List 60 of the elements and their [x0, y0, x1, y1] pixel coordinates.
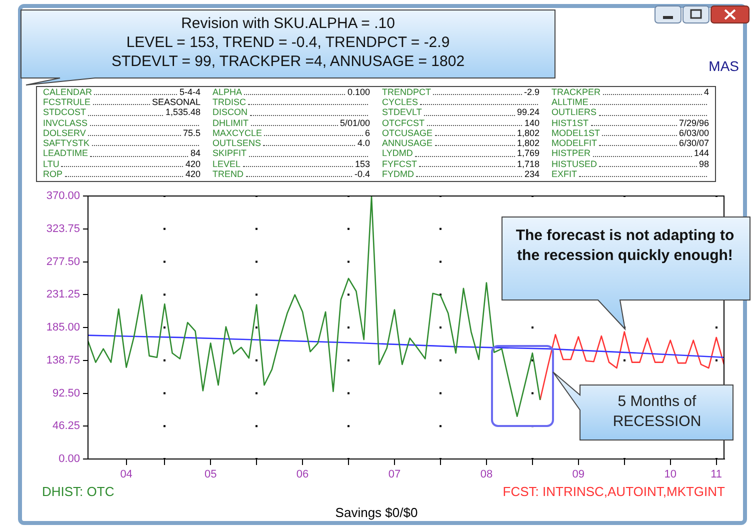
- y-tick-label: 231.25: [46, 288, 80, 301]
- text: TRACKPER 4: [552, 87, 709, 97]
- text: HISTUSED 98: [552, 158, 709, 169]
- text: CYCLES: [382, 97, 418, 108]
- x-tick-label: 11: [710, 468, 722, 481]
- x-tick-label: 07: [388, 468, 401, 481]
- x-tick-label: 04: [120, 468, 132, 481]
- text: SKIPFIT: [212, 148, 247, 160]
- y-tick-label: 323.75: [46, 222, 80, 235]
- text: STDEVLT 99.24: [382, 107, 540, 118]
- text: TRENDPCT -2.9: [382, 87, 540, 97]
- text: FYDMD 234: [382, 168, 540, 179]
- text: DISCON: [212, 107, 248, 119]
- text: FCSTRULE SEASONAL: [43, 97, 200, 108]
- text: DOLSERV 75.5: [43, 128, 200, 138]
- text: DHLIMIT 5/01/00: [212, 118, 370, 128]
- text: FYFCST 1,718: [382, 158, 540, 169]
- x-tick-label: 10: [664, 468, 676, 481]
- text: ALLTIME: [552, 97, 588, 108]
- y-tick-label: 92.50: [52, 387, 80, 400]
- text: TREND -0.4: [212, 168, 370, 179]
- y-tick-label: 277.50: [46, 256, 80, 268]
- text: ROP 420: [43, 168, 200, 179]
- x-tick-label: 05: [204, 468, 217, 481]
- text: INVCLASS: [43, 118, 88, 129]
- text: HIST1ST 7/29/96: [552, 118, 709, 128]
- text: EXFIT: [552, 168, 578, 180]
- text: STDCOST 1,535.48: [43, 107, 200, 118]
- text: LTU 420: [43, 158, 200, 169]
- text: MAXCYCLE 6: [212, 128, 370, 138]
- text: MODEL1ST 6/03/00: [552, 128, 709, 138]
- text: ANNUSAGE 1,802: [382, 138, 540, 148]
- text: DHIST: OTC: [42, 484, 114, 499]
- annotation: The forecast is not adapting to the recession quickly enough!: [514, 226, 736, 266]
- text: HISTPER 144: [552, 148, 709, 158]
- x-axis-title: Savings $0/$0: [334, 505, 419, 520]
- y-tick-label: 138.75: [46, 354, 80, 366]
- x-tick-label: 09: [572, 468, 585, 481]
- text: Revision with SKU.ALPHA = .10 LEVEL = 153, TREND = -0.4, TRENDPCT = -2.9 STDEVLT = 99, TRACKPER =4, ANNUSAGE = 1802: [110, 14, 466, 71]
- x-tick-label: 06: [296, 468, 309, 481]
- text: ALPHA 0.100: [212, 87, 370, 97]
- text: MODELFIT 6/30/07: [552, 138, 709, 148]
- text: CALENDAR 5-4-4: [43, 87, 200, 97]
- y-tick-label: 0.00: [58, 453, 80, 466]
- text: OTCFCST 140: [382, 118, 540, 128]
- text: SAFTYSTK: [43, 138, 90, 150]
- text: LEADTIME 84: [43, 148, 200, 158]
- text: LEVEL 153: [212, 158, 370, 169]
- text: OUTLSENS 4.0: [212, 138, 370, 148]
- text: OUTLIERS: [552, 107, 597, 119]
- text: OTCUSAGE 1,802: [382, 128, 540, 138]
- y-tick-label: 46.25: [52, 420, 80, 432]
- text: LYDMD 1,769: [382, 148, 540, 158]
- y-tick-label: 370.00: [46, 190, 80, 202]
- y-tick-label: 185.00: [46, 322, 80, 334]
- text: FCST: INTRINSC,AUTOINT,MKTGINT: [502, 484, 725, 499]
- text: TRDISC: [212, 97, 246, 108]
- x-tick-label: 08: [480, 468, 493, 481]
- annotation: 5 Months of RECESSION: [612, 392, 702, 432]
- text: MAS: [708, 58, 739, 74]
